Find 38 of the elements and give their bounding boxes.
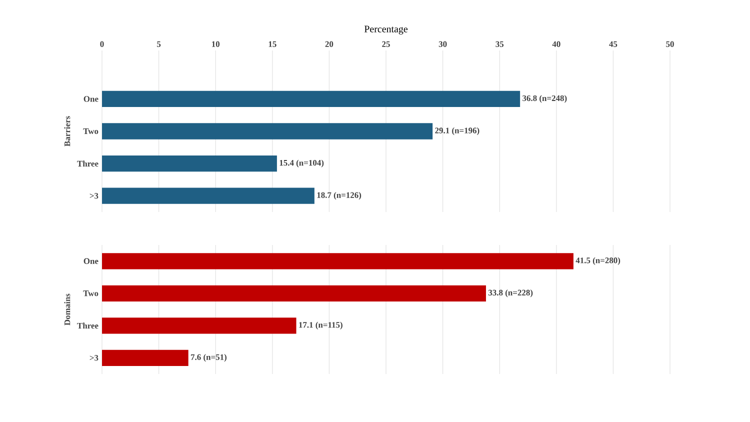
bar [102, 318, 296, 334]
y-tick-label: Two [83, 290, 98, 296]
bar [102, 155, 277, 172]
x-tick-label: 35 [496, 41, 504, 47]
x-tick-label: 0 [100, 41, 104, 47]
x-tick-label: 5 [157, 41, 161, 47]
data-label: 41.5 (n=280) [576, 257, 620, 265]
y-tick-label: One [84, 258, 98, 264]
data-label: 15.4 (n=104) [280, 160, 324, 168]
x-tick-label: 40 [552, 41, 560, 47]
x-tick-label: 10 [212, 41, 220, 47]
y-tick-label: >3 [90, 355, 98, 361]
bar [102, 350, 188, 366]
y-tick-label: Three [77, 322, 98, 329]
data-label: 33.8 (n=228) [488, 290, 533, 298]
data-label: 36.8 (n=248) [522, 95, 567, 103]
y-axis-title: Barriers [64, 116, 70, 146]
x-tick-label: 30 [438, 41, 447, 47]
data-label: 29.1 (n=196) [435, 127, 480, 136]
x-tick-label: 50 [666, 41, 674, 47]
data-label: 7.6 (n=51) [191, 354, 227, 362]
y-axis-title: Domains [64, 294, 70, 326]
bar [102, 90, 520, 108]
y-tick-label: Three [77, 160, 98, 167]
bar [102, 285, 486, 302]
bar [102, 123, 433, 140]
x-axis-title: Percentage [364, 26, 408, 34]
y-tick-label: >3 [90, 193, 98, 199]
y-tick-label: Two [83, 128, 98, 134]
data-label: 18.7 (n=126) [317, 192, 362, 200]
data-label: 17.1 (n=115) [299, 322, 342, 330]
y-tick-label: One [84, 96, 98, 102]
x-tick-label: 20 [325, 41, 334, 47]
bar [102, 188, 314, 204]
x-tick-label: 15 [268, 41, 276, 47]
x-tick-label: 45 [609, 41, 618, 47]
x-tick-label: 25 [382, 41, 390, 47]
bar [102, 253, 574, 270]
